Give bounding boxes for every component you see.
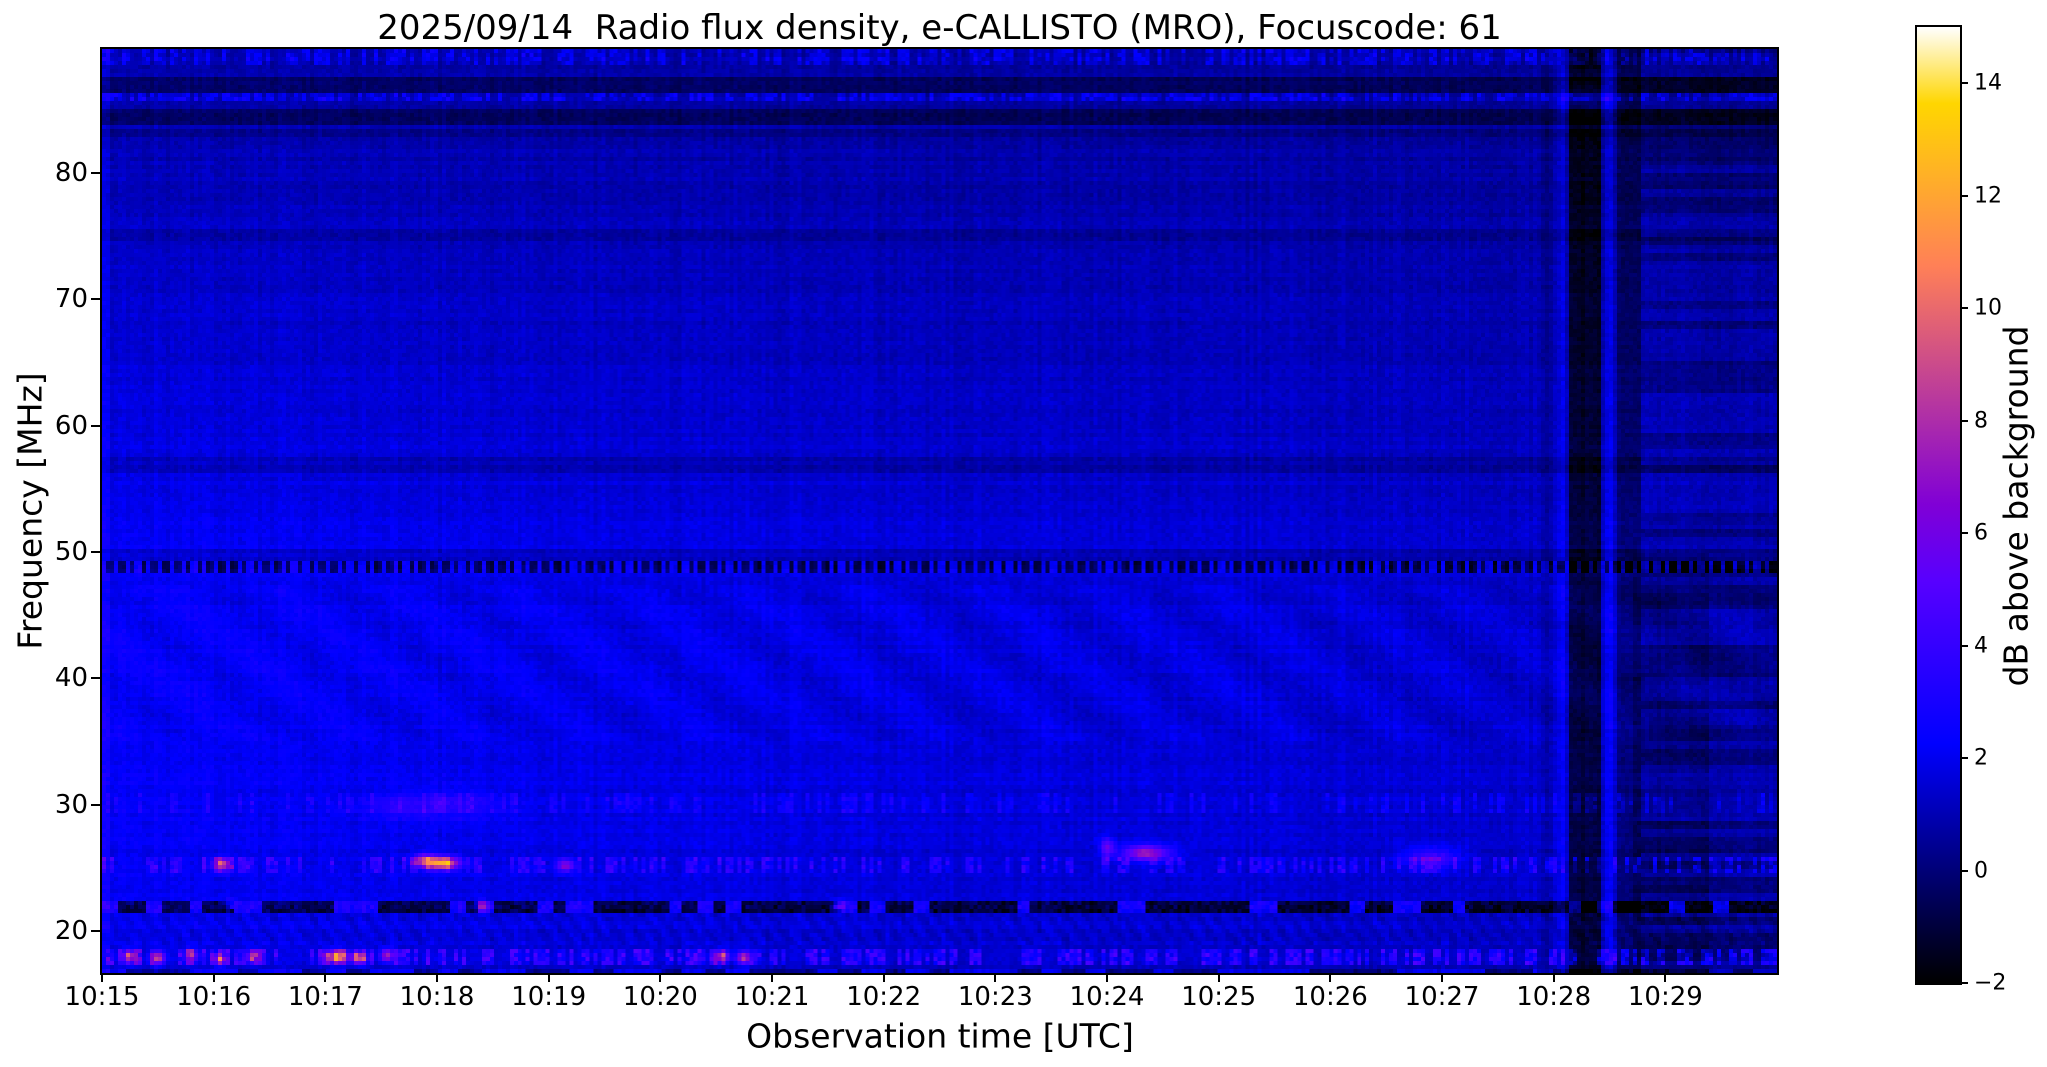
x-tick-mark	[1106, 973, 1108, 982]
x-tick-label: 10:15	[64, 982, 140, 1012]
x-tick-mark	[101, 973, 103, 982]
x-tick-mark	[547, 973, 550, 982]
x-tick-mark	[882, 973, 885, 982]
y-tick-label: 80	[54, 157, 88, 188]
y-tick-mark	[91, 677, 100, 680]
y-tick-mark	[91, 171, 100, 174]
x-tick-mark	[994, 973, 997, 982]
x-tick-label: 10:22	[846, 982, 922, 1012]
x-tick-label: 10:29	[1627, 982, 1703, 1012]
colorbar	[1915, 25, 1962, 985]
x-tick-label: 10:19	[511, 982, 587, 1012]
x-tick-mark	[324, 973, 327, 982]
colorbar-tick-mark	[1960, 194, 1968, 197]
colorbar-tick-label: 2	[1974, 745, 1988, 771]
colorbar-gradient	[1917, 27, 1960, 983]
x-tick-mark	[771, 973, 773, 982]
colorbar-tick-mark	[1960, 82, 1968, 85]
colorbar-tick-mark	[1960, 757, 1968, 760]
x-tick-label: 10:21	[734, 982, 810, 1012]
colorbar-tick-mark	[1960, 982, 1968, 984]
colorbar-tick-mark	[1960, 644, 1968, 647]
colorbar-tick-mark	[1960, 532, 1968, 535]
colorbar-tick-label: −2	[1974, 970, 2007, 996]
colorbar-tick-label: 10	[1974, 295, 2002, 321]
x-tick-label: 10:20	[622, 982, 698, 1012]
y-tick-label: 40	[54, 663, 88, 694]
y-tick-label: 60	[54, 410, 88, 441]
colorbar-label: dB above background	[1996, 325, 2036, 687]
x-tick-mark	[659, 973, 662, 982]
x-tick-mark	[1329, 973, 1332, 982]
x-tick-label: 10:18	[399, 982, 475, 1012]
colorbar-tick-label: 6	[1974, 520, 1988, 546]
colorbar-tick-mark	[1960, 869, 1968, 872]
x-tick-mark	[1217, 973, 1220, 982]
colorbar-tick-label: 12	[1974, 183, 2002, 209]
y-tick-label: 50	[54, 537, 88, 568]
y-tick-mark	[91, 551, 100, 554]
x-tick-label: 10:16	[176, 982, 252, 1012]
x-tick-label: 10:24	[1069, 982, 1145, 1012]
colorbar-tick-label: 8	[1974, 408, 1988, 434]
y-tick-mark	[91, 298, 100, 301]
x-tick-label: 10:26	[1292, 982, 1368, 1012]
x-tick-mark	[1552, 973, 1555, 982]
x-tick-label: 10:25	[1181, 982, 1257, 1012]
y-tick-mark	[91, 424, 100, 427]
x-tick-label: 10:23	[957, 982, 1033, 1012]
colorbar-tick-mark	[1960, 419, 1968, 422]
colorbar-tick-label: 0	[1974, 858, 1988, 884]
x-tick-label: 10:28	[1516, 982, 1592, 1012]
y-tick-mark	[91, 803, 100, 806]
colorbar-tick-label: 4	[1974, 633, 1988, 659]
colorbar-tick-mark	[1960, 307, 1968, 310]
x-tick-mark	[436, 973, 438, 982]
x-tick-label: 10:17	[287, 982, 363, 1012]
y-tick-label: 20	[54, 916, 88, 947]
colorbar-tick-label: 14	[1974, 70, 2002, 96]
chart-title: 2025/09/14 Radio flux density, e-CALLIST…	[377, 8, 1502, 48]
spectrogram-heatmap	[102, 49, 1777, 973]
x-axis-label: Observation time [UTC]	[746, 1016, 1134, 1056]
x-tick-mark	[1664, 973, 1667, 982]
x-tick-mark	[212, 973, 215, 982]
y-tick-label: 70	[54, 284, 88, 315]
y-tick-label: 30	[54, 789, 88, 820]
y-tick-mark	[91, 930, 100, 933]
y-axis-label: Frequency [MHz]	[10, 372, 50, 650]
x-tick-mark	[1441, 973, 1443, 982]
x-tick-label: 10:27	[1404, 982, 1480, 1012]
plot-area	[100, 47, 1779, 975]
